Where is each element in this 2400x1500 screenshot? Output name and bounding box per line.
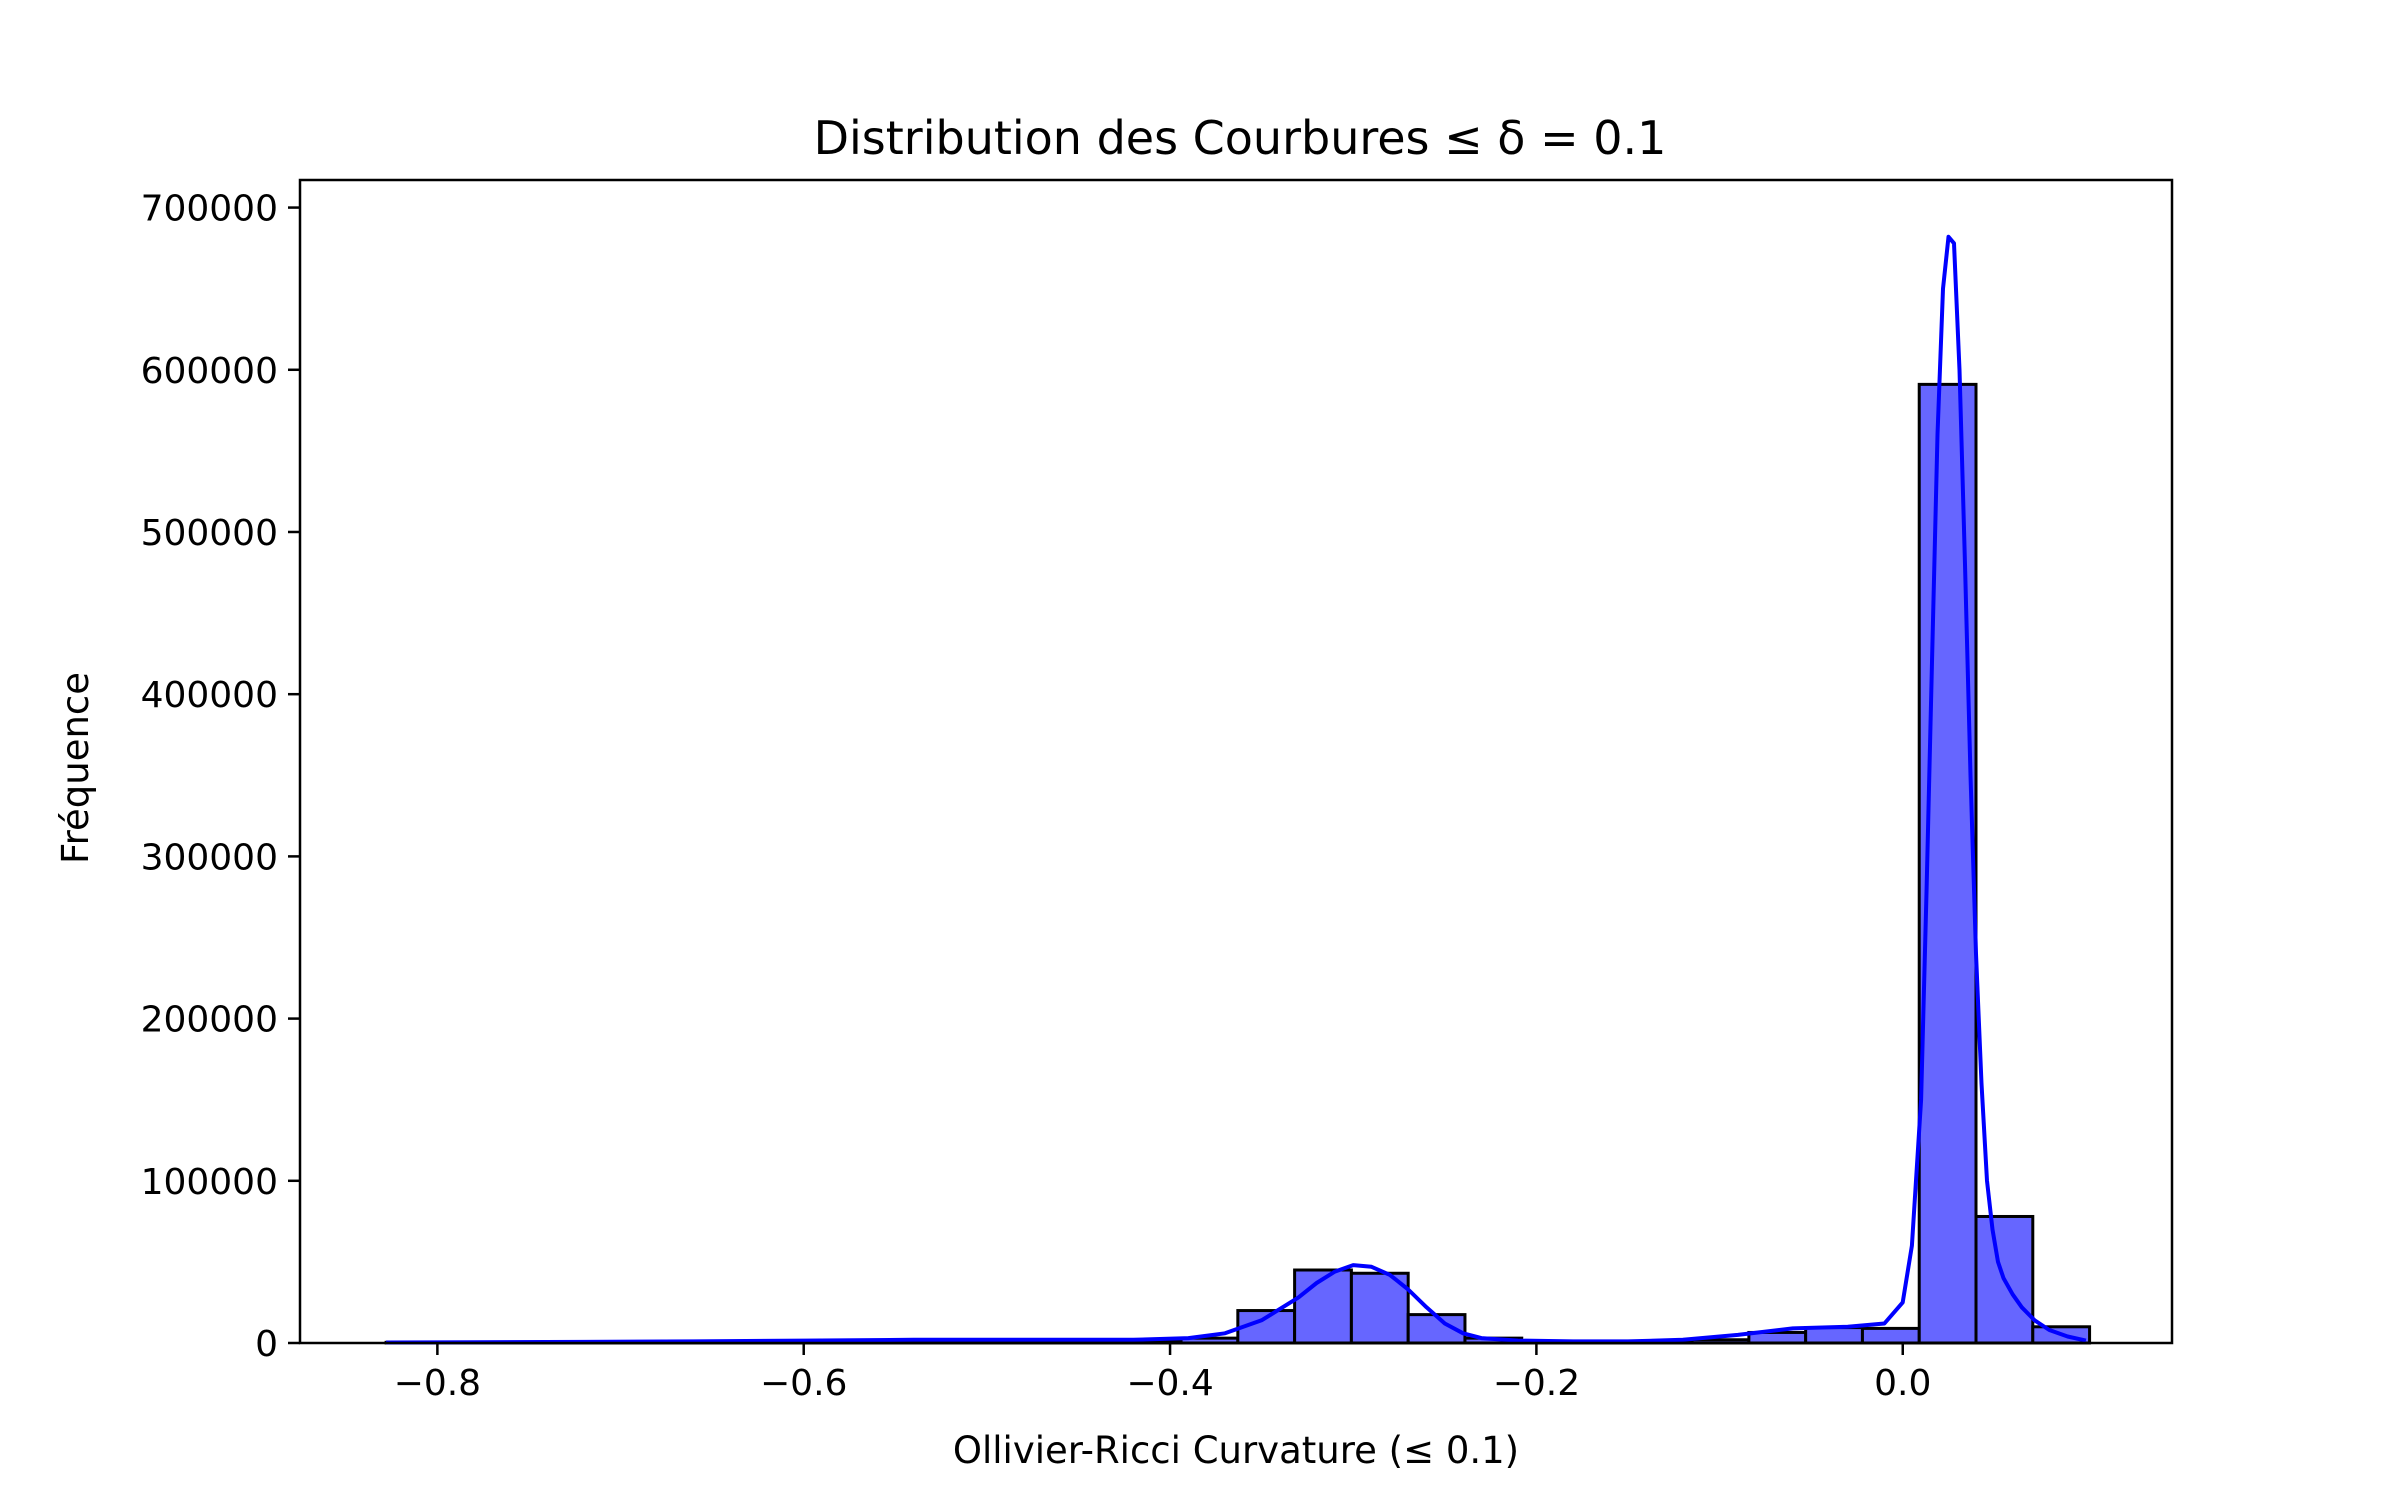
x-tick-label: −0.8: [394, 1363, 481, 1404]
y-tick-label: 700000: [141, 189, 278, 230]
x-tick-label: −0.4: [1126, 1363, 1213, 1404]
y-tick-label: 400000: [141, 675, 278, 716]
y-axis: 0 100000 200000 300000 400000 500000 600000 700…: [141, 189, 300, 1365]
y-tick-label: 500000: [141, 513, 278, 554]
histogram-bar: [1406, 1313, 1467, 1345]
x-tick-label: −0.2: [1493, 1363, 1580, 1404]
y-tick-label: 0: [255, 1324, 278, 1365]
y-tick-label: 200000: [141, 1000, 278, 1041]
y-axis-label: Fréquence: [54, 672, 97, 864]
y-tick-label: 600000: [141, 351, 278, 392]
histogram-bars: [384, 382, 2092, 1345]
histogram-bar: [1804, 1326, 1864, 1345]
x-tick-label: 0.0: [1874, 1363, 1931, 1404]
plot-frame: [298, 178, 2174, 1345]
chart-title: Distribution des Courbures ≤ δ = 0.1: [814, 111, 1667, 165]
y-tick-label: 100000: [141, 1162, 278, 1203]
y-tick-label: 300000: [141, 837, 278, 878]
x-axis-label: Ollivier-Ricci Curvature (≤ 0.1): [953, 1429, 1519, 1472]
histogram-bar: [1860, 1326, 1921, 1345]
kde-line: [386, 234, 2087, 1345]
x-axis: −0.8 −0.6 −0.4 −0.2 0.0: [394, 1343, 1931, 1404]
x-tick-label: −0.6: [760, 1363, 847, 1404]
